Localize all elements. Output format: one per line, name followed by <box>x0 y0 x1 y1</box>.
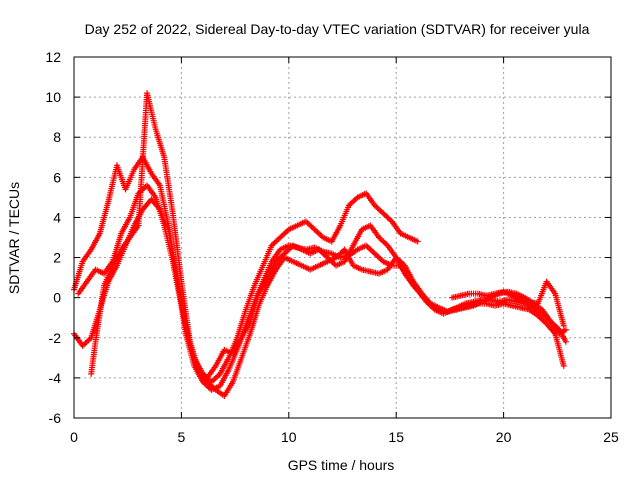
y-tick-label: 12 <box>45 49 61 65</box>
x-tick-label: 20 <box>496 429 512 445</box>
y-tick-label: 4 <box>53 209 61 225</box>
axis-ticks: 0 5 10 15 20 25 -6 -4 -2 0 2 4 6 8 10 12 <box>45 49 619 445</box>
grid <box>74 57 611 418</box>
data-point <box>560 362 567 369</box>
data-series <box>71 90 569 399</box>
data-point <box>562 326 569 333</box>
y-axis-label: SDTVAR / TECUs <box>6 182 22 294</box>
y-tick-label: 0 <box>53 290 61 306</box>
y-tick-label: 6 <box>53 169 61 185</box>
x-tick-label: 5 <box>178 429 186 445</box>
data-point <box>414 238 421 245</box>
y-tick-label: -4 <box>49 370 62 386</box>
series-track-3 <box>75 182 569 381</box>
chart-title: Day 252 of 2022, Sidereal Day-to-day VTE… <box>85 21 590 37</box>
x-tick-label: 0 <box>70 429 78 445</box>
y-tick-label: -6 <box>49 410 62 426</box>
y-tick-label: -2 <box>49 330 62 346</box>
data-point <box>560 322 567 329</box>
x-tick-label: 25 <box>603 429 619 445</box>
x-tick-label: 15 <box>388 429 404 445</box>
y-tick-label: 8 <box>53 129 61 145</box>
x-tick-label: 10 <box>281 429 297 445</box>
plot-frame <box>73 56 612 419</box>
series-track-5 <box>449 278 567 329</box>
x-axis-label: GPS time / hours <box>288 457 395 473</box>
y-tick-label: 10 <box>45 89 61 105</box>
series-track-4 <box>88 90 569 399</box>
data-point <box>562 338 569 345</box>
y-tick-label: 2 <box>53 250 61 266</box>
